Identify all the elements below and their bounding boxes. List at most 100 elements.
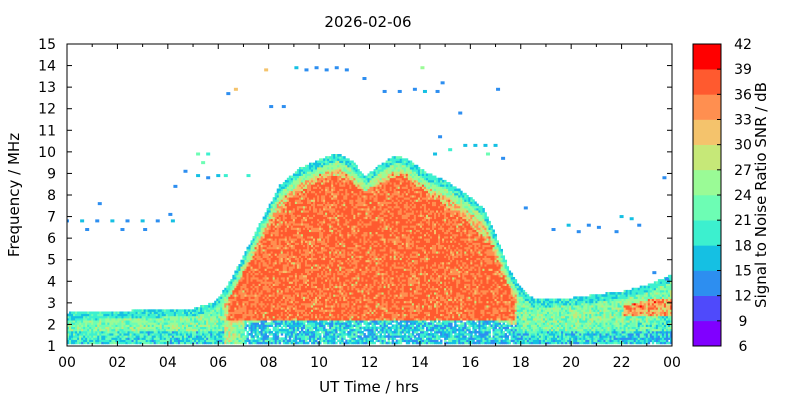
- spectrogram-cell: [262, 229, 266, 233]
- spectrogram-cell: [276, 240, 280, 243]
- spectrogram-cell: [69, 328, 72, 332]
- spectrogram-cell: [202, 311, 205, 315]
- spectrogram-cell: [266, 285, 270, 289]
- spectrogram-cell: [258, 309, 261, 312]
- spectrogram-cell: [256, 264, 259, 267]
- spectrogram-cell: [159, 333, 163, 336]
- spectrogram-cell: [200, 307, 203, 310]
- spectrogram-cell: [71, 330, 74, 334]
- spectrogram-cell: [206, 330, 209, 334]
- spectrogram-cell: [196, 328, 199, 332]
- spectrogram-cell: [290, 201, 294, 205]
- spectrogram-cell: [228, 328, 231, 332]
- spectrogram-cell: [101, 333, 104, 336]
- spectrogram-cell: [280, 313, 284, 317]
- spectrogram-cell: [69, 333, 72, 336]
- spectrogram-cell: [163, 315, 167, 319]
- spectrogram-cell: [246, 298, 249, 302]
- spectrogram-cell: [290, 276, 294, 280]
- spectrogram-cell: [284, 337, 288, 340]
- spectrogram-cell: [234, 309, 237, 312]
- spectrogram-cell: [252, 248, 255, 252]
- spectrogram-cell: [232, 289, 235, 293]
- spectrogram-cell: [258, 253, 261, 256]
- spectrogram-cell: [167, 333, 171, 336]
- spectrogram-cell: [282, 253, 286, 256]
- spectrogram-cell: [284, 313, 288, 317]
- spectrogram-cell: [290, 309, 294, 312]
- spectrogram-cell: [115, 320, 118, 323]
- spectrogram-cell: [282, 184, 286, 187]
- spectrogram-cell: [99, 320, 102, 323]
- spectrogram-cell: [234, 287, 237, 291]
- spectrogram-cell: [258, 294, 261, 297]
- spectrogram-cell: [238, 333, 241, 336]
- spectrogram-cell: [220, 322, 223, 325]
- spectrogram-cell: [232, 307, 235, 310]
- spectrogram-cell: [87, 324, 90, 327]
- spectrogram-cell: [226, 330, 229, 334]
- spectrogram-cell: [244, 266, 247, 269]
- spectrogram-cell: [248, 283, 251, 286]
- spectrogram-cell: [268, 210, 272, 213]
- spectrogram-cell: [288, 197, 292, 200]
- spectrogram-cell: [139, 313, 143, 317]
- spectrogram-cell: [260, 328, 264, 332]
- spectrogram-cell: [264, 264, 268, 267]
- spectrogram-cell: [133, 333, 136, 336]
- spectrogram-cell: [230, 300, 233, 304]
- spectrogram-cell: [276, 255, 280, 258]
- spectrogram-cell: [290, 229, 294, 233]
- spectrogram-cell: [278, 233, 282, 237]
- spectrogram-cell: [159, 335, 163, 338]
- spectrogram-cell: [262, 315, 266, 319]
- spectrogram-cell: [276, 341, 280, 345]
- spectrogram-cell: [97, 313, 100, 317]
- spectrogram-cell: [280, 311, 284, 315]
- spectrogram-cell: [248, 315, 251, 319]
- spectrogram-cell: [135, 313, 138, 317]
- spectrogram-cell: [278, 231, 282, 235]
- spectrogram-cell: [266, 305, 270, 308]
- spectrogram-cell: [272, 309, 276, 312]
- spectrogram-cell: [218, 330, 221, 334]
- spectrogram-cell: [256, 330, 259, 334]
- spectrogram-cell: [282, 218, 286, 222]
- spectrogram-cell: [288, 279, 292, 282]
- spectrogram-cell: [188, 333, 191, 336]
- spectrogram-cell: [290, 339, 294, 343]
- spectrogram-cell: [244, 289, 247, 293]
- spectrogram-cell: [214, 307, 217, 310]
- spectrogram-cell: [165, 320, 169, 323]
- spectrogram-cell: [248, 279, 251, 282]
- spectrogram-cell: [290, 341, 294, 345]
- spectrogram-cell: [238, 283, 241, 286]
- spectrogram-cell: [276, 253, 280, 256]
- spectrogram-cell: [280, 339, 284, 343]
- spectrogram-cell: [85, 313, 88, 317]
- spectrogram-cell: [258, 287, 261, 291]
- spectrogram-cell: [109, 335, 112, 338]
- spectrogram-cell: [131, 328, 134, 332]
- spectrogram-cell: [270, 292, 274, 295]
- spectrogram-cell: [155, 337, 159, 340]
- spectrogram-cell: [290, 313, 294, 317]
- spectrogram-cell: [216, 311, 219, 315]
- spectrogram-cell: [252, 315, 255, 319]
- spectrogram-cell: [105, 330, 108, 334]
- spectrogram-cell: [262, 324, 266, 327]
- spectrogram-cell: [272, 201, 276, 205]
- spectrogram-cell: [248, 322, 251, 325]
- spectrogram-cell: [208, 328, 211, 332]
- spectrogram-cell: [228, 307, 231, 310]
- spectrogram-cell: [232, 328, 235, 332]
- spectrogram-cell: [117, 315, 120, 319]
- spectrogram-cell: [188, 326, 191, 330]
- spectrogram-cell: [282, 330, 286, 334]
- spectrogram-cell: [196, 337, 199, 340]
- spectrogram-cell: [155, 309, 159, 312]
- spectrogram-cell: [282, 294, 286, 297]
- spectrogram-cell: [188, 328, 191, 332]
- spectrogram-cell: [117, 330, 120, 334]
- spectrogram-cell: [276, 207, 280, 211]
